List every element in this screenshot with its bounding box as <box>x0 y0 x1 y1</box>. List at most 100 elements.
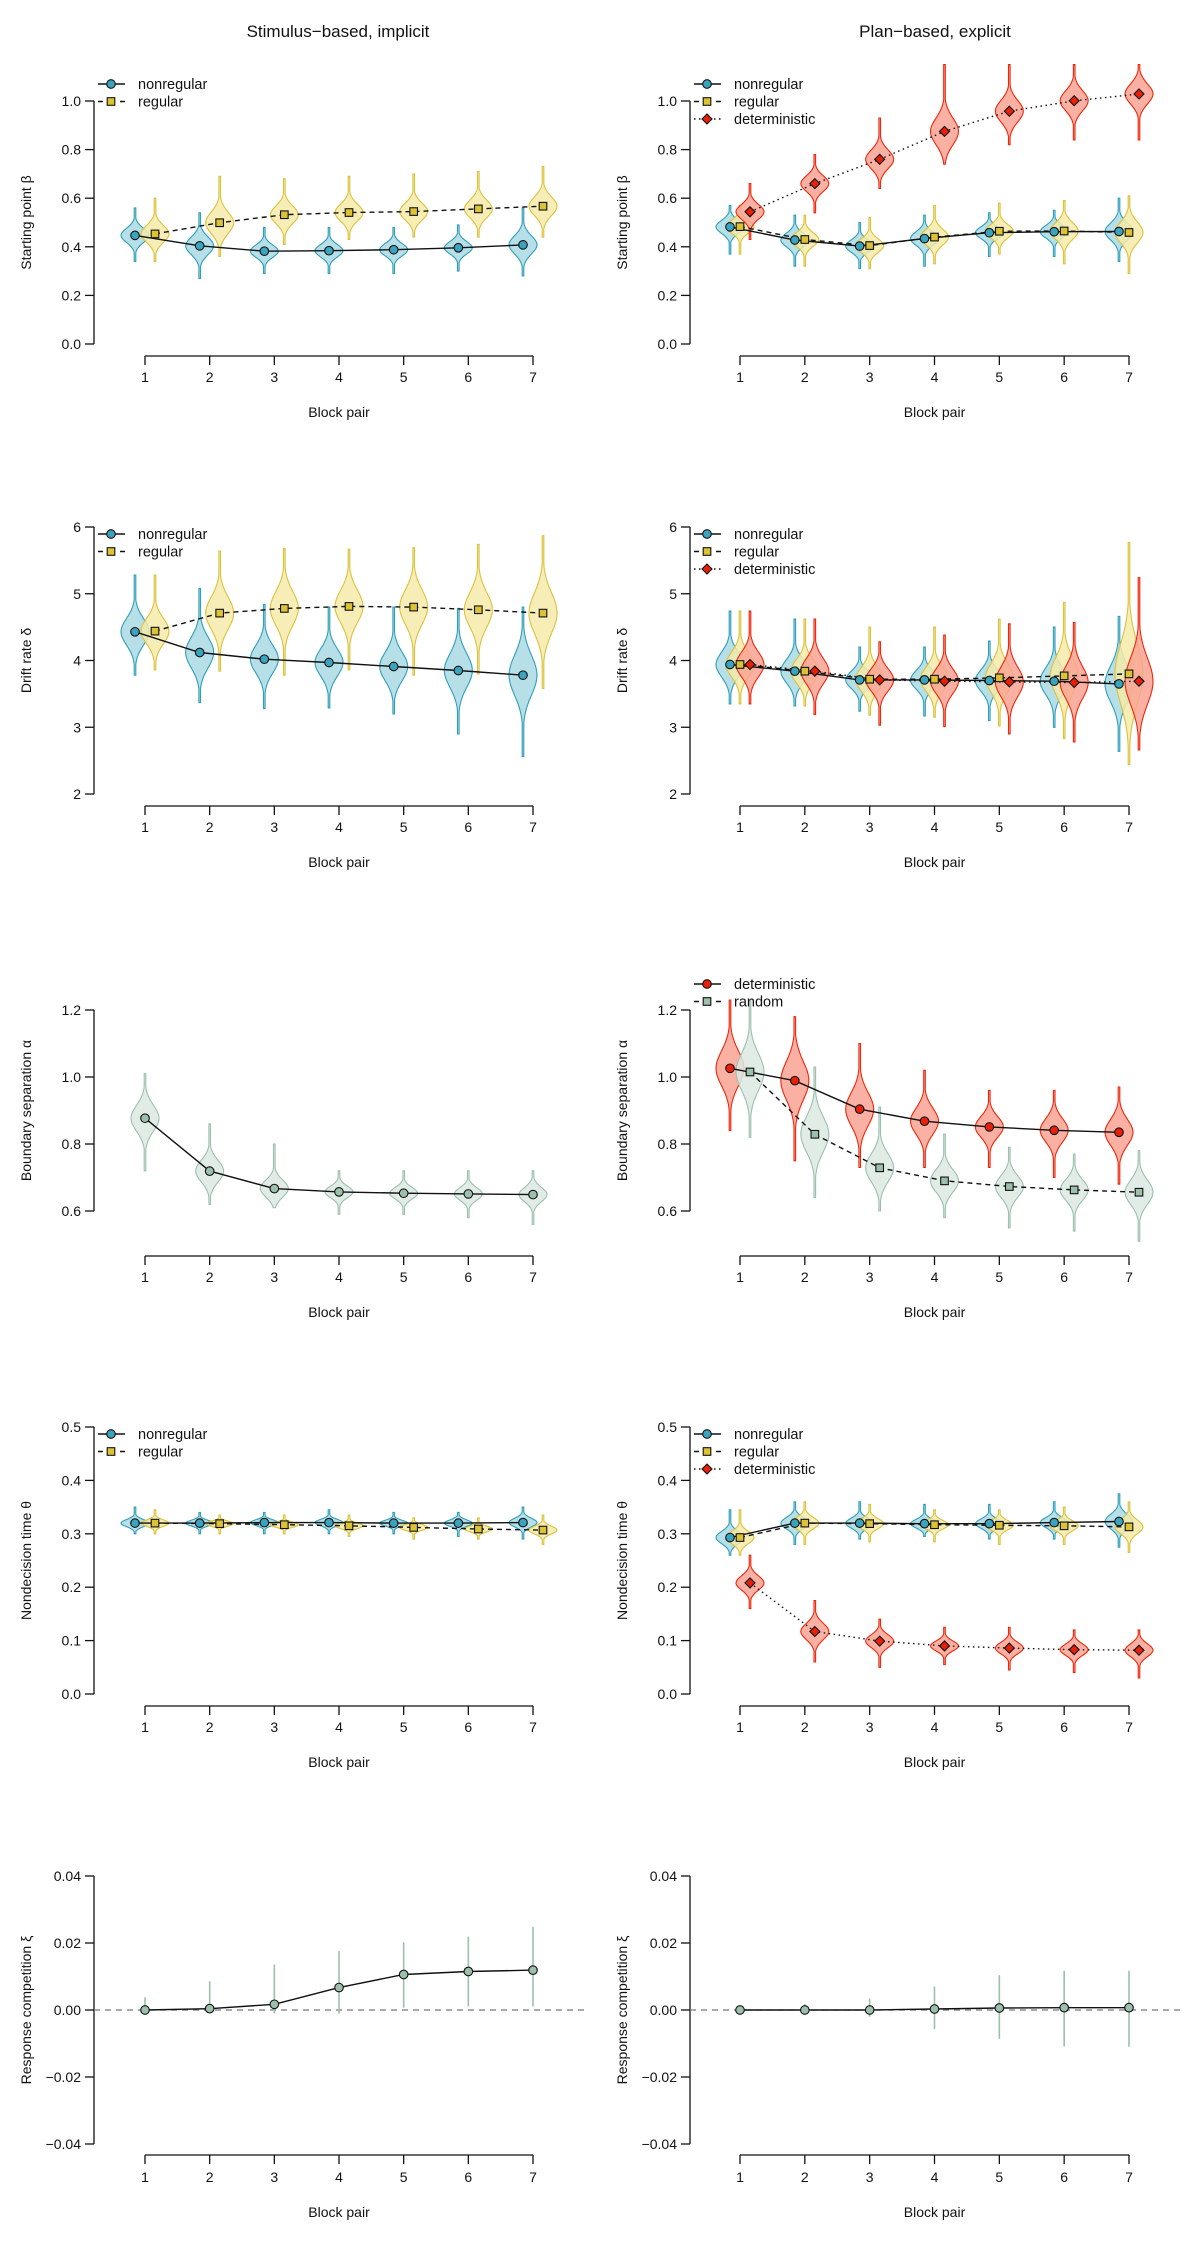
x-tick-label: 2 <box>801 369 809 385</box>
legend-marker-regular-icon <box>106 97 116 106</box>
point-regular <box>344 208 354 217</box>
legend-marker-deterministic-icon <box>701 113 713 125</box>
x-tick-label: 3 <box>270 1719 278 1735</box>
plot-area <box>715 1493 1154 1679</box>
y-tick-label: 1.0 <box>62 93 82 109</box>
x-tick-label: 6 <box>1060 369 1068 385</box>
x-tick-label: 5 <box>400 1719 408 1735</box>
y-tick-label: 0.6 <box>62 190 82 206</box>
x-tick-label: 3 <box>866 1719 874 1735</box>
x-tick-label: 4 <box>335 369 343 385</box>
legend-marker-deterministic-icon <box>701 563 713 575</box>
point-nonregular <box>919 675 930 685</box>
column-title-stimulus-based: Stimulus−based, implicit <box>247 22 430 41</box>
y-tick-label: 0.0 <box>62 336 82 352</box>
y-tick-label: 4 <box>73 653 81 669</box>
x-tick-label: 1 <box>736 1269 744 1285</box>
x-tick-label: 5 <box>995 369 1003 385</box>
x-tick-label: 5 <box>400 819 408 835</box>
point-deterministic <box>1068 1643 1080 1656</box>
x-tick-label: 5 <box>995 1269 1003 1285</box>
y-tick-label: 0.04 <box>54 1868 81 1884</box>
x-tick-label: 2 <box>206 819 214 835</box>
point-regular <box>1124 228 1134 237</box>
point-estimate <box>929 2004 940 2014</box>
x-axis-label: Block pair <box>904 1304 966 1320</box>
plot-area <box>140 1926 538 2015</box>
x-axis-label: Block pair <box>308 1754 370 1770</box>
point-estimate <box>398 1969 409 1980</box>
y-axis-label: Nondecision time θ <box>18 1501 34 1620</box>
point-regular <box>994 226 1004 236</box>
violin-nonregular <box>185 587 215 704</box>
point-deterministic <box>873 674 886 686</box>
point-nonregular <box>324 657 334 668</box>
legend-label-nonregular: nonregular <box>138 1427 207 1443</box>
point-regular <box>930 232 939 242</box>
y-axis-label: Starting point β <box>18 175 34 269</box>
legend: nonregular regular <box>98 527 207 561</box>
point-regular <box>279 604 289 613</box>
violin-estimate <box>259 1143 289 1209</box>
x-tick-label: 7 <box>529 819 537 835</box>
legend-marker-regular-icon <box>106 1447 116 1456</box>
point-regular <box>215 608 225 618</box>
point-estimate <box>1059 2002 1070 2013</box>
y-tick-label: 0.2 <box>658 287 678 303</box>
x-tick-label: 7 <box>529 2169 537 2185</box>
legend-label-random: random <box>734 995 783 1011</box>
y-axis-label: Boundary separation α <box>18 1040 34 1181</box>
x-tick-label: 7 <box>529 369 537 385</box>
point-regular <box>1124 1522 1134 1532</box>
y-tick-label: 0.04 <box>650 1868 677 1884</box>
y-tick-label: 0.00 <box>54 2002 81 2018</box>
y-tick-label: 0.8 <box>62 1136 82 1152</box>
point-regular <box>1059 1521 1069 1531</box>
point-deterministic <box>854 1104 865 1115</box>
point-deterministic <box>744 206 756 218</box>
violin-deterministic <box>735 610 765 705</box>
legend-label-deterministic: deterministic <box>734 977 815 993</box>
x-tick-label: 4 <box>931 369 939 385</box>
violin-regular <box>205 175 235 258</box>
point-deterministic <box>1068 676 1080 689</box>
point-nonregular <box>518 240 528 250</box>
point-deterministic <box>873 153 886 166</box>
point-random <box>1134 1187 1144 1197</box>
x-axis-label: Block pair <box>904 2204 966 2220</box>
x-tick-label: 7 <box>1125 1269 1133 1285</box>
point-estimate <box>140 1113 150 1124</box>
x-tick-label: 4 <box>931 1269 939 1285</box>
y-tick-label: −0.04 <box>642 2136 678 2152</box>
y-tick-label: 0.1 <box>62 1633 82 1649</box>
violin-regular <box>140 574 170 671</box>
y-tick-label: 0.8 <box>658 1136 678 1152</box>
point-regular <box>538 1525 548 1535</box>
point-nonregular <box>194 647 205 658</box>
y-tick-label: 0.2 <box>658 1579 678 1595</box>
violin-nonregular <box>314 606 344 709</box>
x-tick-label: 5 <box>400 2169 408 2185</box>
plot-area <box>130 1073 548 1225</box>
panel-8: 0.0 0.1 0.2 0.3 0.4 0.5 Nondecision time θ 1 2 3 4… <box>614 1419 1154 1770</box>
point-deterministic <box>1003 1642 1016 1654</box>
legend: deterministic random <box>694 977 815 1011</box>
plot-area <box>715 541 1154 766</box>
x-tick-label: 6 <box>464 2169 472 2185</box>
x-axis-label: Block pair <box>308 2204 370 2220</box>
point-regular <box>150 229 160 239</box>
y-tick-label: 0.4 <box>62 239 82 255</box>
panel-9: −0.04 −0.02 0.00 0.02 0.04 Response competiti… <box>18 1868 586 2220</box>
legend-label-regular: regular <box>138 545 183 561</box>
violin-deterministic <box>1124 577 1154 751</box>
x-tick-label: 6 <box>1060 1269 1068 1285</box>
point-regular <box>735 222 745 231</box>
x-tick-label: 3 <box>866 819 874 835</box>
point-regular <box>473 204 483 214</box>
x-tick-label: 2 <box>206 1719 214 1735</box>
point-regular <box>735 1533 745 1542</box>
x-axis-label: Block pair <box>308 1304 370 1320</box>
point-regular <box>1059 671 1069 681</box>
point-regular <box>865 674 875 684</box>
